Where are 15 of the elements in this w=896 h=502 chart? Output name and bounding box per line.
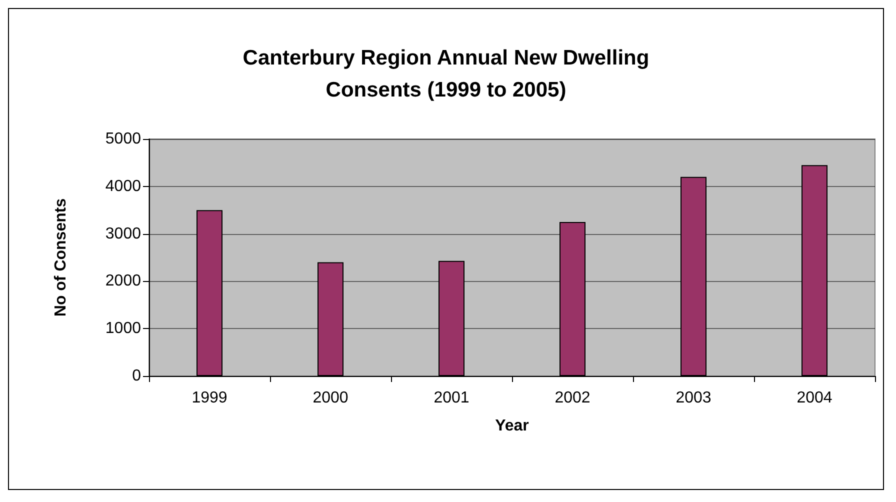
x-tick-label: 2003 (676, 390, 712, 406)
x-tick-label: 2002 (554, 390, 590, 406)
y-tick-label: 1000 (105, 320, 142, 338)
x-tick-label: 2001 (434, 390, 470, 406)
y-axis-title: No of Consents (52, 198, 70, 317)
y-tick-label: 2000 (105, 272, 142, 290)
x-tick-label: 2000 (312, 390, 348, 406)
x-axis-title: Year (495, 418, 529, 434)
x-tick-label: 2004 (796, 390, 832, 406)
chart-title: Canterbury Region Annual New Dwelling Consents (1999 to 2005) (242, 46, 650, 102)
y-tick-label: 3000 (105, 225, 142, 242)
x-tick-label: 1999 (192, 390, 228, 406)
y-tick-label: 4000 (105, 178, 142, 195)
y-tick-label: 5000 (105, 130, 142, 148)
y-tick-label: 0 (132, 368, 142, 384)
